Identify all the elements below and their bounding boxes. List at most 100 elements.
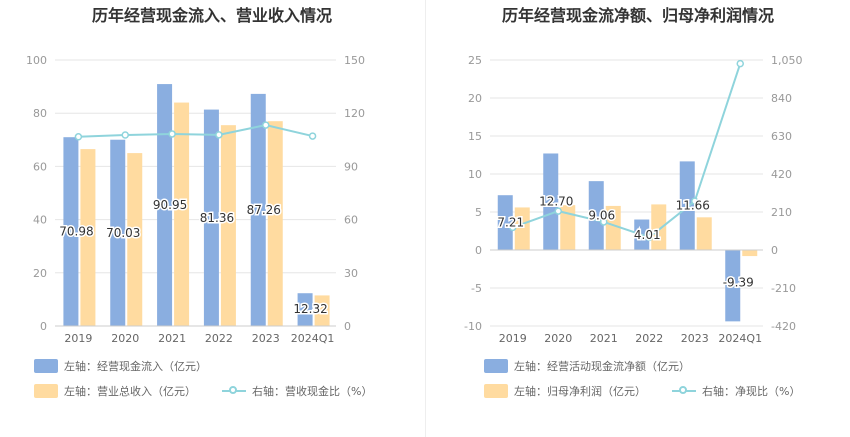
bar-secondary bbox=[80, 149, 96, 326]
data-label: 81.36 bbox=[200, 211, 234, 225]
data-label: 9.06 bbox=[588, 209, 615, 223]
legend-swatch-secondary bbox=[34, 384, 58, 398]
bar-secondary bbox=[127, 153, 143, 326]
y-tick-left: 5 bbox=[475, 206, 482, 219]
line-point bbox=[74, 133, 83, 141]
line-point bbox=[121, 131, 129, 139]
line-point bbox=[308, 132, 317, 140]
legend-swatch-secondary bbox=[484, 384, 508, 398]
bar-primary bbox=[203, 109, 219, 326]
panel-divider bbox=[425, 0, 426, 437]
line-point bbox=[168, 130, 176, 138]
legend-item-left-inflow[interactable]: 左轴：经营现金流入（亿元） bbox=[34, 358, 207, 374]
x-tick-label: 2021 bbox=[158, 332, 186, 345]
y-tick-right: 210 bbox=[771, 206, 792, 219]
legend-item-left-revenue[interactable]: 左轴：营业总收入（亿元） bbox=[34, 383, 196, 399]
line-point bbox=[262, 121, 270, 129]
data-label: 70.03 bbox=[106, 226, 140, 240]
bar-primary bbox=[250, 93, 266, 326]
bar-secondary bbox=[267, 121, 283, 327]
data-label: 4.01 bbox=[634, 228, 661, 242]
x-tick-label: 2023 bbox=[252, 332, 280, 345]
data-label: 90.95 bbox=[153, 198, 187, 212]
line-point bbox=[554, 207, 562, 215]
line-point bbox=[736, 59, 744, 68]
x-tick-label: 2022 bbox=[205, 332, 233, 345]
bar-primary bbox=[297, 293, 313, 326]
line-point bbox=[645, 233, 653, 242]
bar-secondary bbox=[651, 204, 667, 250]
bar-secondary bbox=[514, 207, 530, 250]
y-tick-right: -420 bbox=[771, 320, 796, 333]
line-point bbox=[691, 197, 699, 205]
legend-item-right-netprofit[interactable]: 左轴：归母净利润（亿元） bbox=[484, 383, 646, 399]
legend-item-right-netcash[interactable]: 左轴：经营活动现金流净额（亿元） bbox=[484, 358, 690, 374]
line-point bbox=[215, 131, 223, 139]
y-tick-left: 15 bbox=[468, 130, 482, 143]
x-tick-label: 2019 bbox=[64, 332, 92, 345]
bar-secondary bbox=[742, 250, 758, 257]
bar-secondary bbox=[220, 125, 236, 326]
y-tick-left: 40 bbox=[33, 214, 47, 227]
x-tick-label: 2024Q1 bbox=[718, 332, 762, 345]
legend-item-left-ratio[interactable]: 右轴：营收现金比（%） bbox=[222, 383, 372, 399]
legend-line-marker-icon bbox=[222, 384, 246, 398]
y-tick-left: 25 bbox=[468, 54, 482, 67]
y-tick-left: 10 bbox=[468, 168, 482, 181]
legend-item-right-ratio[interactable]: 右轴：净现比（%） bbox=[672, 383, 800, 399]
y-tick-right: 420 bbox=[771, 168, 792, 181]
data-label: 70.98 bbox=[59, 225, 93, 239]
bar-secondary bbox=[174, 102, 190, 326]
legend-label: 右轴：净现比（%） bbox=[702, 385, 801, 398]
y-tick-right: 30 bbox=[344, 267, 358, 280]
bar-secondary bbox=[560, 205, 576, 250]
x-tick-label: 2020 bbox=[111, 332, 139, 345]
legend-label: 左轴：经营现金流入（亿元） bbox=[64, 360, 207, 373]
bar-primary bbox=[588, 181, 604, 250]
y-tick-left: 20 bbox=[468, 92, 482, 105]
legend-swatch-primary bbox=[34, 359, 58, 373]
data-label: 12.70 bbox=[539, 195, 573, 209]
bar-primary bbox=[679, 161, 695, 250]
y-tick-right: 90 bbox=[344, 160, 358, 173]
y-tick-left: 20 bbox=[33, 267, 47, 280]
y-tick-right: 0 bbox=[771, 244, 778, 257]
y-tick-left: 60 bbox=[33, 160, 47, 173]
data-label: 7.21 bbox=[497, 216, 524, 230]
chart-title-right: 历年经营现金流净额、归母净利润情况 bbox=[501, 6, 774, 25]
y-tick-right: 150 bbox=[344, 54, 365, 67]
x-tick-label: 2023 bbox=[681, 332, 709, 345]
x-tick-label: 2022 bbox=[635, 332, 663, 345]
bar-primary bbox=[157, 84, 173, 326]
x-tick-label: 2021 bbox=[590, 332, 618, 345]
legend-swatch-primary bbox=[484, 359, 508, 373]
bar-primary bbox=[725, 250, 741, 322]
bar-primary bbox=[497, 195, 513, 250]
y-tick-right: 840 bbox=[771, 92, 792, 105]
legend-label: 左轴：营业总收入（亿元） bbox=[64, 385, 196, 398]
bar-primary bbox=[110, 139, 126, 326]
y-tick-left: 80 bbox=[33, 107, 47, 120]
y-tick-left: 100 bbox=[26, 54, 47, 67]
series-line-ratio bbox=[512, 63, 742, 239]
y-tick-right: -210 bbox=[771, 282, 796, 295]
y-tick-left: -10 bbox=[464, 320, 482, 333]
y-tick-right: 630 bbox=[771, 130, 792, 143]
legend-label: 右轴：营收现金比（%） bbox=[252, 385, 373, 398]
data-label: 87.26 bbox=[247, 203, 281, 217]
line-point bbox=[509, 223, 517, 232]
bar-secondary bbox=[314, 295, 330, 326]
line-point bbox=[600, 218, 608, 226]
x-tick-label: 2024Q1 bbox=[291, 332, 335, 345]
bar-secondary bbox=[696, 217, 712, 250]
bar-primary bbox=[543, 153, 559, 250]
data-label: -9.39 bbox=[723, 276, 754, 290]
data-label: 11.66 bbox=[676, 199, 710, 213]
y-tick-left: 0 bbox=[40, 320, 47, 333]
legend-label: 左轴：归母净利润（亿元） bbox=[514, 385, 646, 398]
data-label: 12.32 bbox=[293, 302, 327, 316]
x-tick-label: 2020 bbox=[544, 332, 572, 345]
y-tick-left: 0 bbox=[475, 244, 482, 257]
y-tick-right: 1,050 bbox=[771, 54, 803, 67]
